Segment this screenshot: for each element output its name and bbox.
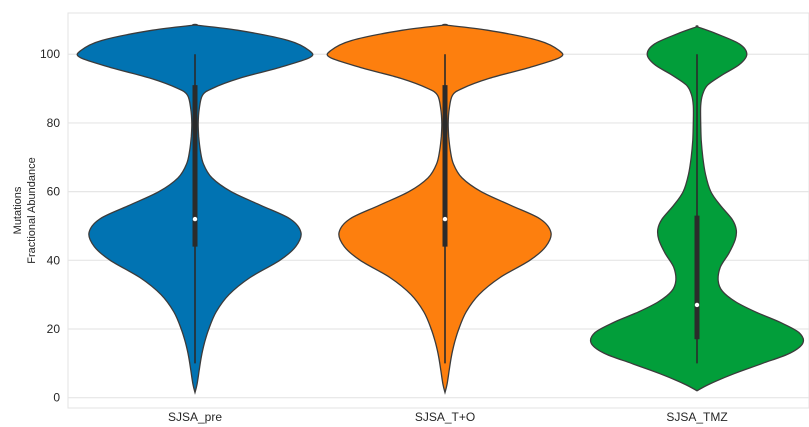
violin-median [442, 216, 448, 222]
violin-3 [589, 25, 805, 392]
violin-median [192, 216, 198, 222]
y-tick-labels: 0 20 40 60 80 100 [40, 47, 60, 404]
violin-1 [76, 23, 314, 395]
violin-median [694, 302, 700, 308]
x-tick-label: SJSA_pre [168, 410, 222, 424]
y-tick-label: 60 [47, 185, 61, 199]
x-tick-label: SJSA_T+O [415, 410, 475, 424]
y-tick-label: 20 [47, 322, 61, 336]
y-axis-label-line-2: Fractional Abundance [26, 157, 38, 263]
y-tick-label: 40 [47, 253, 61, 267]
x-tick-labels: SJSA_pre SJSA_T+O SJSA_TMZ [168, 410, 728, 424]
y-axis-label-line-1: Mutations [12, 186, 24, 234]
y-tick-label: 100 [40, 47, 60, 61]
x-tick-label: SJSA_TMZ [666, 410, 727, 424]
violins [76, 23, 805, 395]
y-tick-label: 80 [47, 116, 61, 130]
y-tick-label: 0 [53, 391, 60, 405]
violin-2 [326, 23, 564, 395]
